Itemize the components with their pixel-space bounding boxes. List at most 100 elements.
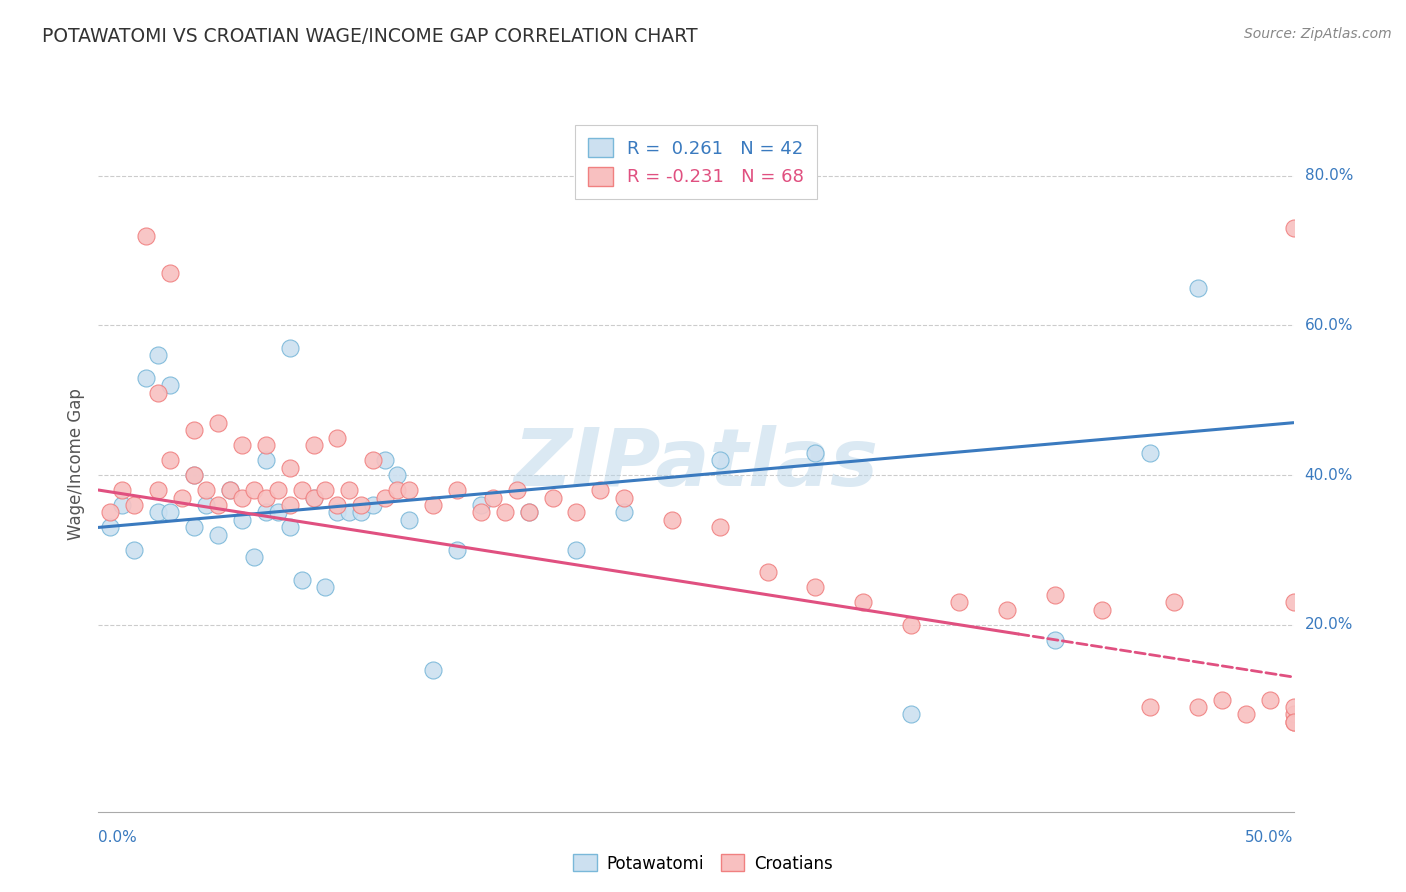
Point (278, 341, 301, 355)
Point (231, 438, 253, 452)
Legend: Potawatomi, Croatians: Potawatomi, Croatians (567, 847, 839, 880)
Point (852, 595, 875, 609)
Point (613, 506, 636, 520)
Point (1282, 714, 1305, 729)
Point (446, 542, 468, 557)
Point (398, 483, 420, 497)
Point (98, 506, 122, 520)
Point (1258, 692, 1281, 706)
Point (98, 520, 122, 534)
Point (422, 663, 444, 677)
Point (374, 453, 396, 467)
Point (337, 506, 360, 520)
Point (194, 483, 217, 497)
Point (278, 520, 301, 534)
Point (804, 445, 827, 459)
Y-axis label: Wage/Income Gap: Wage/Income Gap (66, 388, 84, 540)
Text: 20.0%: 20.0% (1305, 617, 1353, 632)
Point (1139, 445, 1161, 459)
Point (350, 498, 373, 512)
Point (135, 228, 157, 243)
Point (374, 491, 396, 505)
Point (219, 483, 242, 497)
Point (1139, 700, 1161, 714)
Point (254, 453, 277, 467)
Point (517, 506, 540, 520)
Point (148, 483, 170, 497)
Point (900, 617, 922, 632)
Point (254, 506, 277, 520)
Point (446, 483, 468, 497)
Point (422, 498, 444, 512)
Text: POTAWATOMI VS CROATIAN WAGE/INCOME GAP CORRELATION CHART: POTAWATOMI VS CROATIAN WAGE/INCOME GAP C… (42, 27, 697, 45)
Point (183, 423, 205, 437)
Point (315, 483, 337, 497)
Point (541, 491, 564, 505)
Point (1282, 595, 1305, 609)
Point (159, 506, 181, 520)
Point (1043, 588, 1066, 602)
Legend: R =  0.261   N = 42, R = -0.231   N = 68: R = 0.261 N = 42, R = -0.231 N = 68 (575, 125, 817, 199)
Point (243, 483, 266, 497)
Point (1043, 632, 1066, 647)
Point (231, 491, 253, 505)
Point (1187, 700, 1209, 714)
Point (302, 438, 325, 452)
Point (1282, 714, 1305, 729)
Point (124, 498, 146, 512)
Point (326, 506, 349, 520)
Point (148, 506, 170, 520)
Point (337, 483, 360, 497)
Point (219, 483, 242, 497)
Point (565, 506, 588, 520)
Point (661, 513, 683, 527)
Point (124, 542, 146, 557)
Point (589, 483, 612, 497)
Point (243, 550, 266, 565)
Point (207, 416, 229, 430)
Point (207, 498, 229, 512)
Text: 80.0%: 80.0% (1305, 169, 1353, 184)
Point (1211, 692, 1233, 706)
Point (254, 491, 277, 505)
Point (709, 453, 731, 467)
Point (470, 506, 492, 520)
Point (172, 491, 194, 505)
Text: 40.0%: 40.0% (1305, 467, 1353, 483)
Point (517, 506, 540, 520)
Point (111, 498, 134, 512)
Point (315, 580, 337, 594)
Point (159, 266, 181, 280)
Point (1282, 700, 1305, 714)
Point (267, 483, 290, 497)
Point (506, 483, 529, 497)
Point (159, 453, 181, 467)
Point (183, 468, 205, 483)
Point (194, 498, 217, 512)
Point (290, 573, 312, 587)
Point (385, 468, 409, 483)
Point (1187, 281, 1209, 295)
Point (900, 707, 922, 722)
Point (135, 371, 157, 385)
Point (1282, 221, 1305, 235)
Point (363, 498, 385, 512)
Point (995, 603, 1018, 617)
Point (159, 378, 181, 392)
Point (494, 506, 516, 520)
Text: Source: ZipAtlas.com: Source: ZipAtlas.com (1244, 27, 1392, 41)
Point (326, 498, 349, 512)
Point (183, 468, 205, 483)
Point (148, 385, 170, 400)
Point (207, 528, 229, 542)
Point (481, 491, 505, 505)
Point (470, 498, 492, 512)
Point (290, 483, 312, 497)
Text: 60.0%: 60.0% (1305, 318, 1353, 333)
Point (231, 513, 253, 527)
Point (1163, 595, 1185, 609)
Point (278, 498, 301, 512)
Point (302, 491, 325, 505)
Point (709, 520, 731, 534)
Point (326, 431, 349, 445)
